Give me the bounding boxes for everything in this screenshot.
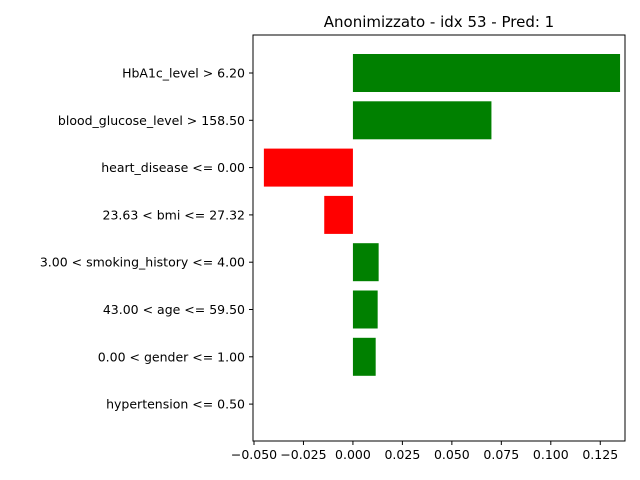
x-tick-label-3: 0.025 bbox=[384, 447, 420, 462]
x-tick-label-0: −0.050 bbox=[231, 447, 277, 462]
x-tick-label-7: 0.125 bbox=[582, 447, 618, 462]
plot-frame bbox=[252, 34, 626, 442]
y-tick-label-2: heart_disease <= 0.00 bbox=[101, 160, 245, 175]
bar-0 bbox=[352, 54, 621, 92]
x-tick-label-6: 0.100 bbox=[533, 447, 569, 462]
bar-1 bbox=[352, 101, 492, 140]
y-tick-label-3: 23.63 < bmi <= 27.32 bbox=[103, 207, 245, 222]
x-axis: −0.050 −0.025 0.000 0.025 0.050 0.075 0.100 0.1… bbox=[231, 441, 618, 462]
chart-title: Anonimizzato - idx 53 - Pred: 1 bbox=[324, 13, 554, 31]
bar-5 bbox=[352, 290, 378, 329]
bars-group bbox=[263, 54, 621, 376]
bar-2 bbox=[263, 148, 353, 187]
x-tick-label-1: −0.025 bbox=[280, 447, 326, 462]
y-tick-label-4: 3.00 < smoking_history <= 4.00 bbox=[40, 255, 245, 270]
y-axis: HbA1c_level > 6.20 blood_glucose_level > … bbox=[40, 66, 253, 412]
y-tick-label-7: hypertension <= 0.50 bbox=[106, 397, 245, 412]
bar-4 bbox=[352, 243, 379, 282]
y-tick-label-6: 0.00 < gender <= 1.00 bbox=[98, 349, 245, 364]
y-tick-label-0: HbA1c_level > 6.20 bbox=[122, 66, 245, 81]
y-tick-label-5: 43.00 < age <= 59.50 bbox=[103, 302, 245, 317]
x-tick-label-5: 0.075 bbox=[483, 447, 519, 462]
bar-3 bbox=[324, 195, 353, 234]
y-tick-label-1: blood_glucose_level > 158.50 bbox=[58, 113, 245, 128]
x-tick-label-4: 0.050 bbox=[434, 447, 470, 462]
bar-6 bbox=[352, 337, 376, 376]
x-tick-label-2: 0.000 bbox=[335, 447, 371, 462]
